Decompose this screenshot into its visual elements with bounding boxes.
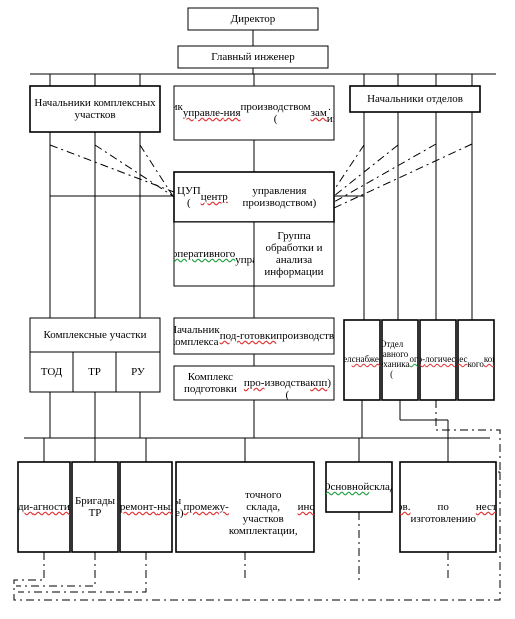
node-label: Бригады (рабочие)промежу-точного склада,… — [176, 462, 314, 552]
node-dept_mech: Отдел главного механика (огм) — [382, 320, 418, 400]
node-chief_eng: Главный инженер — [178, 46, 328, 68]
node-dept_supply: Отдел снабже-ния — [344, 320, 380, 400]
node-label: Техно-логический отдел (ТО) — [420, 320, 456, 400]
node-label: Главный инженер — [178, 46, 328, 68]
node-tr: ТР — [73, 352, 116, 392]
node-label: Основной склад — [326, 462, 392, 512]
node-label: ТОД — [30, 352, 73, 392]
node-label: Отдел технического контроля (ОТК) — [458, 320, 494, 400]
edge-dashed — [334, 144, 472, 208]
node-tod: ТОД — [30, 352, 73, 392]
node-brig_rem: Бригады (рабочие) ремонт-ных участков — [120, 462, 172, 552]
node-director: Директор — [188, 8, 318, 30]
node-label: Группаоперативногоуправления — [174, 222, 254, 286]
node-label: Бригады ТР — [72, 462, 118, 552]
node-label: Начальник комплекса под-готовки производ… — [174, 318, 334, 354]
node-dept_tech: Техно-логический отдел (ТО) — [420, 320, 456, 400]
node-grp_info: Группа обработки и анализа информации — [254, 222, 334, 286]
node-brig_store: Бригады (рабочие)промежу-точного склада,… — [176, 462, 314, 552]
edge-dashed — [14, 552, 44, 580]
node-label: Начальник отдела управле-ния производств… — [174, 86, 334, 140]
node-label: Директор — [188, 8, 318, 30]
node-label: Группа обработки и анализа информации — [254, 222, 334, 286]
edge-dashed — [334, 144, 436, 202]
node-head_kpp: Начальник комплекса под-готовки производ… — [174, 318, 334, 354]
node-label: Бригады (рабочие) ремонт-ных участков — [120, 462, 172, 552]
node-grp_oper: Группаоперативногоуправления — [174, 222, 254, 286]
node-brig_tr: Бригады ТР — [72, 462, 118, 552]
org-chart: Директор Главный инженер Начальники компле… — [0, 0, 515, 619]
edge-dashed — [16, 552, 95, 586]
node-komplex_head: Комплексные участки — [30, 318, 160, 352]
node-label: Бригады ЕО,ТО-1 ТО-1,ди-агности-рования — [18, 462, 70, 552]
edge-dashed — [95, 145, 176, 198]
node-main_store: Основной склад — [326, 462, 392, 512]
edge-dashed — [334, 145, 364, 190]
node-head_depts: Начальники отделов — [350, 86, 480, 112]
node-cup: ЦУП(центр управления производством) — [174, 172, 334, 222]
node-label: Начальники комплексных участков — [30, 86, 160, 132]
node-label: Комплекс подготовки про-изводства (кпп) — [174, 366, 334, 400]
node-label: РУ — [116, 352, 160, 392]
node-ru: РУ — [116, 352, 160, 392]
node-dept_otk: Отдел технического контроля (ОТК) — [458, 320, 494, 400]
edge-dashed — [140, 145, 178, 204]
node-label: Отдел главного механика (огм) — [382, 320, 418, 400]
node-label: Начальники отделов — [350, 86, 480, 112]
node-label: ЦУП(центр управления производством) — [174, 172, 334, 222]
node-label: Отдел снабже-ния — [344, 320, 380, 400]
node-head_prod: Начальник отдела управле-ния производств… — [174, 86, 334, 140]
node-head_complex: Начальники комплексных участков — [30, 86, 160, 132]
node-label: Комплексные участки — [30, 318, 160, 352]
node-label: Бригады по ре-монту оборудов.по изготовл… — [400, 462, 496, 552]
node-label: ТР — [73, 352, 116, 392]
node-brig_eo: Бригады ЕО,ТО-1 ТО-1,ди-агности-рования — [18, 462, 70, 552]
edge-solid — [400, 400, 448, 438]
node-kpp: Комплекс подготовки про-изводства (кпп) — [174, 366, 334, 400]
node-brig_equip: Бригады по ре-монту оборудов.по изготовл… — [400, 462, 496, 552]
